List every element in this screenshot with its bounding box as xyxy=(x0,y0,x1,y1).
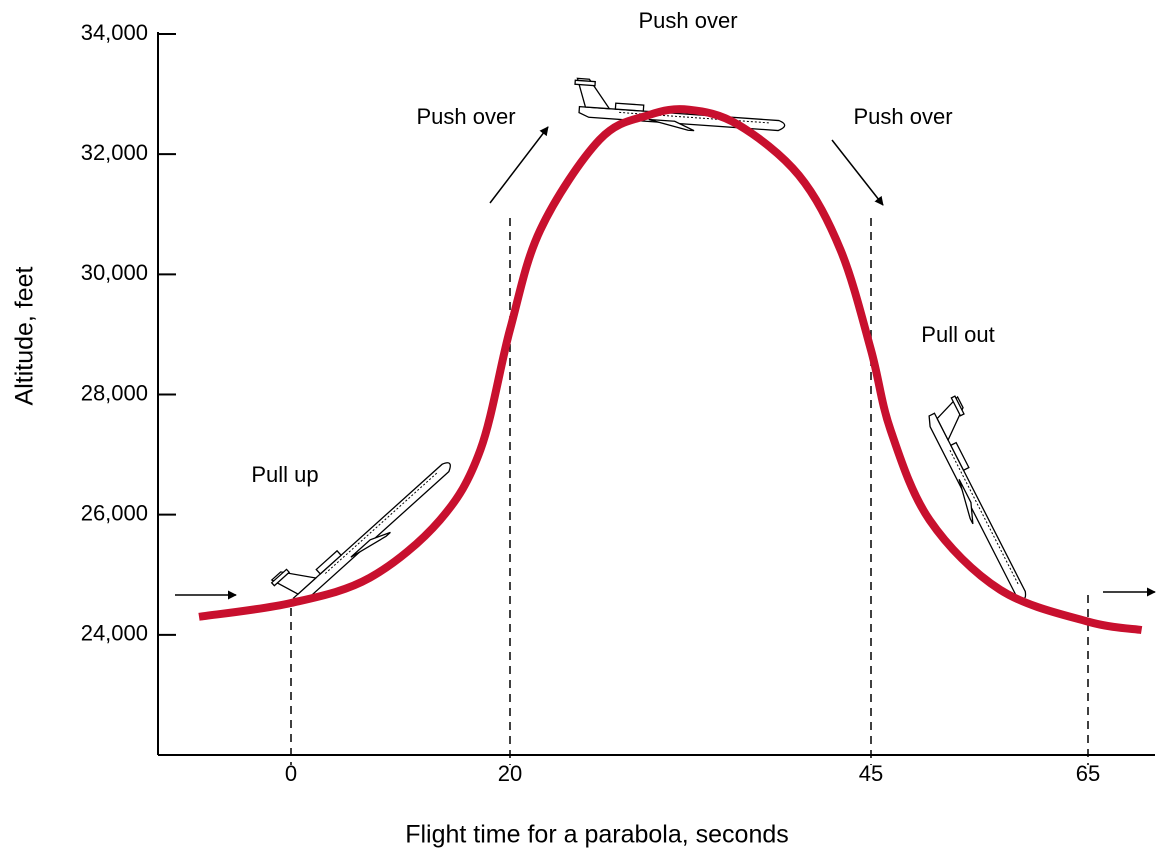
annotation: Push over xyxy=(638,8,737,33)
annotation: Push over xyxy=(853,104,952,129)
y-tick-label: 34,000 xyxy=(81,20,148,45)
arrows xyxy=(175,126,1156,600)
y-tick-label: 26,000 xyxy=(81,500,148,525)
x-axis-title: Flight time for a parabola, seconds xyxy=(405,821,789,849)
arrow xyxy=(489,126,549,204)
annotation: Pull up xyxy=(251,462,318,487)
y-axis-title: Altitude, feet xyxy=(11,266,39,405)
x-tick-label: 65 xyxy=(1076,761,1100,786)
annotation: Pull out xyxy=(921,322,994,347)
altitude-curve xyxy=(198,105,1143,634)
y-tick-label: 32,000 xyxy=(81,140,148,165)
x-tick-label: 45 xyxy=(859,761,883,786)
y-tick-label: 24,000 xyxy=(81,621,148,646)
x-tick-label: 0 xyxy=(285,761,297,786)
annotation: Push over xyxy=(416,104,515,129)
x-tick-label: 20 xyxy=(498,761,522,786)
y-tick-label: 30,000 xyxy=(81,260,148,285)
y-tick-label: 28,000 xyxy=(81,380,148,405)
arrow xyxy=(831,139,884,206)
